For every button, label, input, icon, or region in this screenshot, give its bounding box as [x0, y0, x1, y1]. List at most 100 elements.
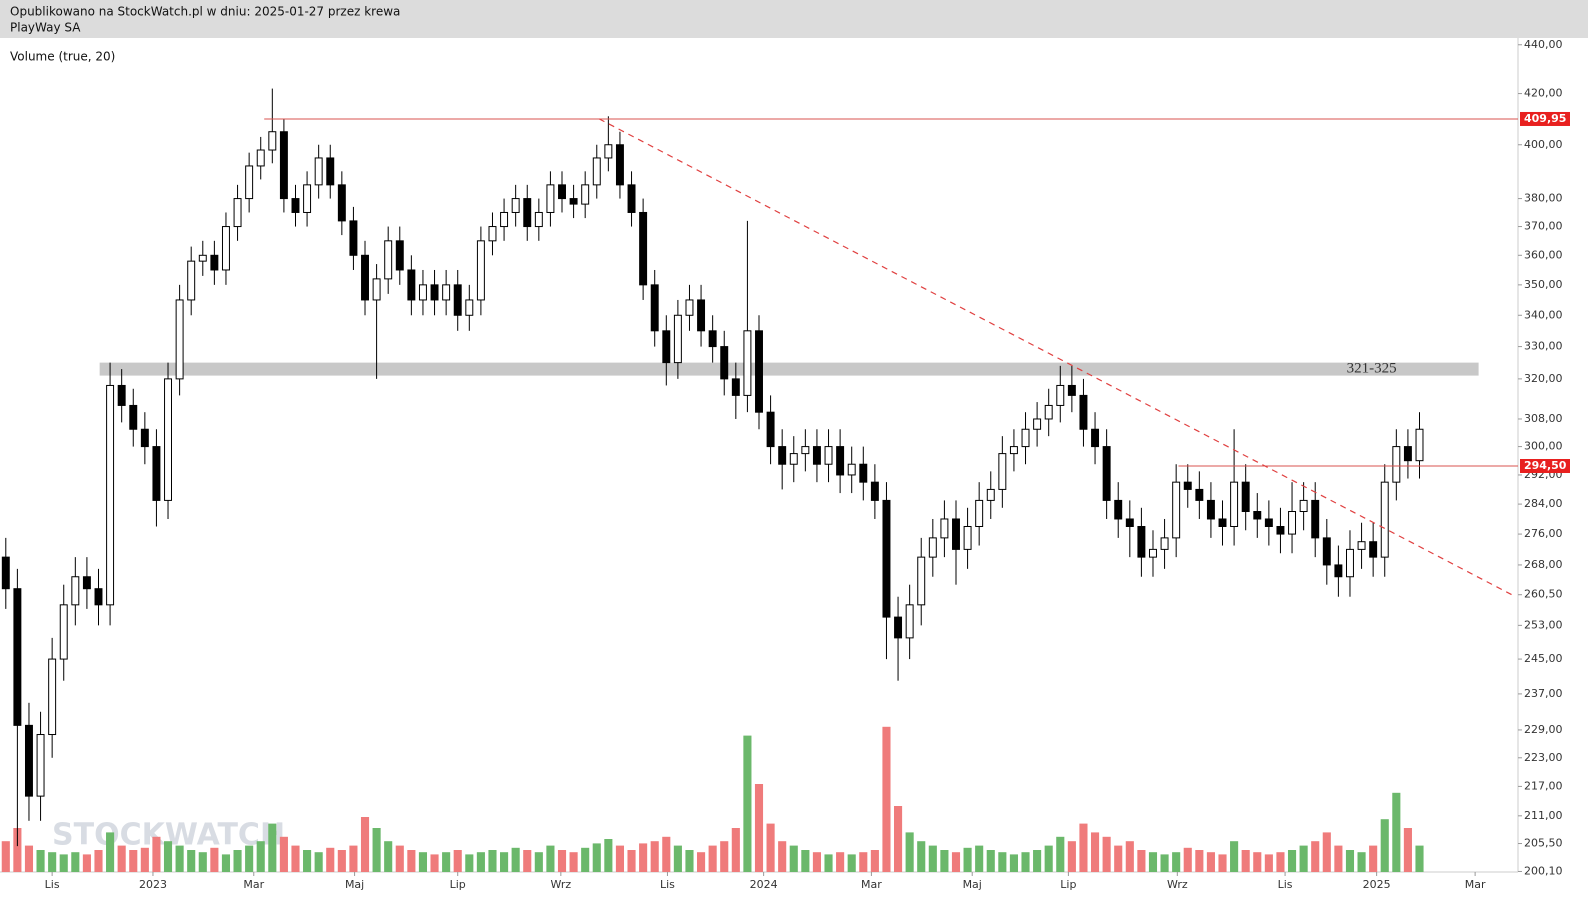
candle-body	[952, 518, 960, 550]
volume-bar	[650, 841, 659, 872]
candle-body	[1241, 481, 1250, 513]
y-tick-label: 205,50	[1524, 837, 1563, 850]
x-tick-label: Mar	[861, 878, 882, 891]
candle-body	[558, 184, 566, 200]
volume-bar	[986, 850, 995, 872]
y-tick-label: 320,00	[1524, 372, 1563, 385]
y-tick-label: 360,00	[1524, 248, 1563, 261]
candle-body	[1033, 418, 1042, 430]
candle-body	[175, 299, 184, 380]
candle-body	[859, 463, 868, 483]
candle-body	[778, 446, 787, 465]
volume-bar	[1218, 854, 1227, 872]
indicator-label: Volume (true, 20)	[10, 50, 115, 64]
volume-bar	[975, 845, 984, 872]
candle-body	[755, 330, 763, 413]
volume-bar	[1276, 852, 1285, 872]
volume-bar	[905, 832, 914, 872]
candle-body	[418, 284, 427, 301]
volume-bar	[326, 847, 335, 872]
y-tick-label: 400,00	[1524, 138, 1563, 151]
volume-bar	[604, 839, 613, 872]
level-label: 409,95	[1524, 112, 1566, 125]
volume-bar	[998, 852, 1007, 872]
volume-bar	[893, 806, 903, 872]
volume-bar	[1044, 845, 1053, 872]
volume-bar	[743, 735, 752, 872]
volume-bar	[1114, 845, 1123, 872]
x-tick-label: Maj	[345, 878, 364, 891]
volume-bar	[430, 854, 439, 872]
level-label: 294,50	[1524, 459, 1567, 472]
candle-body	[233, 198, 242, 228]
volume-bar	[210, 847, 219, 872]
candle-body	[395, 240, 404, 271]
volume-bar	[418, 852, 428, 872]
volume-bar	[303, 850, 312, 872]
candle-body	[1114, 499, 1123, 520]
candle-body	[465, 299, 474, 316]
candle-body	[94, 588, 103, 606]
candle-body	[940, 518, 949, 539]
candle-body	[82, 576, 91, 590]
candle-body	[1264, 518, 1273, 527]
volume-bar	[731, 828, 740, 872]
y-tick-label: 229,00	[1524, 723, 1563, 736]
volume-bar	[233, 850, 242, 872]
x-tick-label: Wrz	[551, 878, 572, 891]
volume-bar	[801, 850, 810, 872]
volume-bar	[882, 726, 891, 872]
published: Opublikowano na StockWatch.pl w dniu: 20…	[10, 5, 400, 19]
candle-body	[546, 184, 555, 213]
volume-bar	[1102, 836, 1111, 872]
volume-bar	[1299, 845, 1308, 872]
candle-body	[59, 604, 68, 660]
header-bar	[0, 0, 1588, 38]
volume-bar	[48, 852, 57, 872]
volume-bar	[1079, 823, 1088, 872]
volume-bar	[1403, 828, 1412, 872]
candle-body	[152, 446, 161, 501]
volume-bar	[94, 850, 103, 872]
volume-bar	[1067, 841, 1076, 872]
candle-body	[1218, 518, 1227, 527]
candle-body	[627, 184, 636, 213]
candle-body	[1160, 537, 1169, 550]
volume-bar	[523, 850, 532, 872]
volume-bar	[859, 852, 868, 872]
candle-body	[36, 734, 45, 797]
candle-body	[743, 330, 752, 396]
volume-bar	[1345, 850, 1355, 872]
volume-bar	[1253, 852, 1262, 872]
volume-bar	[789, 845, 798, 872]
y-tick-label: 350,00	[1524, 278, 1563, 291]
y-tick-label: 245,00	[1524, 652, 1563, 665]
candle-body	[372, 278, 381, 301]
volume-bar	[627, 850, 636, 872]
candle-body	[106, 384, 115, 606]
volume-bar	[546, 845, 555, 872]
volume-bar	[928, 845, 937, 872]
volume-bar	[592, 843, 601, 872]
volume-bar	[500, 852, 509, 872]
candle-body	[1346, 548, 1354, 578]
volume-bar	[152, 836, 161, 872]
candle-body	[650, 284, 659, 332]
volume-bar	[1264, 854, 1273, 872]
level-box	[1520, 111, 1570, 126]
volume-bar	[291, 845, 300, 872]
volume-bar	[337, 850, 346, 872]
volume-bar	[836, 852, 845, 872]
candle-body	[720, 346, 729, 380]
volume-bar	[256, 841, 265, 872]
volume-bar	[673, 845, 682, 872]
volume-bar	[824, 854, 833, 872]
volume-bar	[569, 852, 578, 872]
volume-bar	[720, 841, 729, 872]
candle-body	[1403, 446, 1412, 462]
volume-bar	[1021, 852, 1030, 872]
x-tick-label: 2024	[750, 878, 778, 891]
volume-bar	[1137, 850, 1146, 872]
volume-bar	[1, 841, 10, 872]
y-tick-label: 284,00	[1524, 497, 1563, 510]
